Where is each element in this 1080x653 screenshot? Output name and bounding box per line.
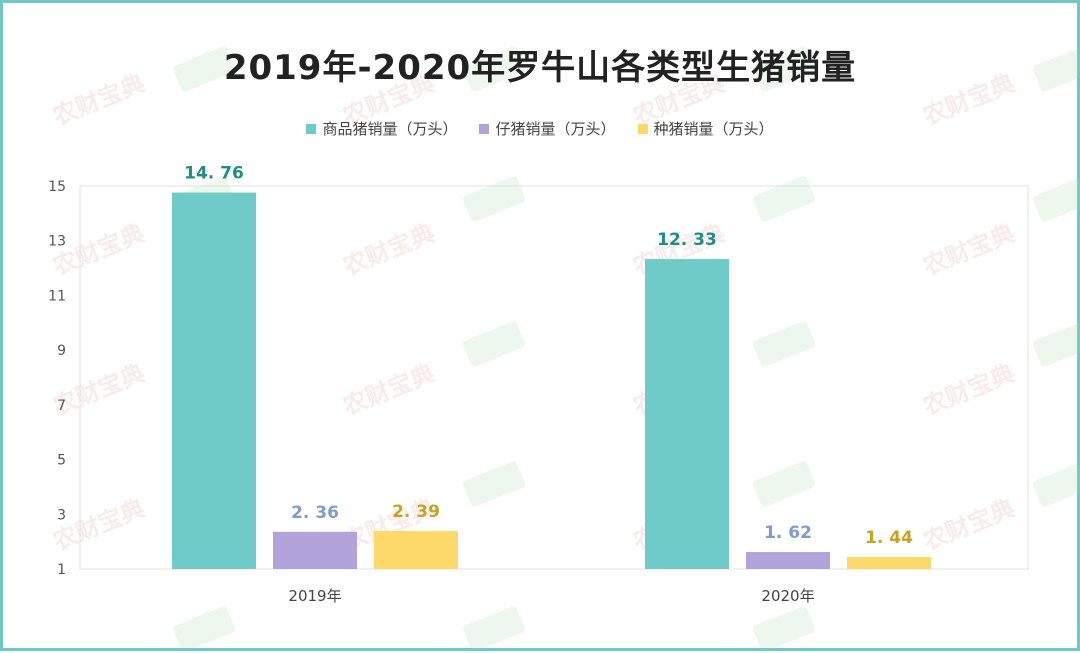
x-tick-label: 2020年: [761, 587, 814, 605]
chart-legend: 商品猪销量（万头） 仔猪销量（万头） 种猪销量（万头）: [0, 118, 1080, 139]
bar-breeding: [374, 530, 458, 569]
y-tick-label: 1: [57, 562, 66, 578]
data-label-piglet: 1. 62: [764, 523, 812, 543]
data-label-piglet: 2. 36: [291, 503, 339, 523]
data-label-commercial: 14. 76: [184, 164, 244, 184]
legend-swatch-piglet: [479, 123, 490, 134]
data-label-breeding: 1. 44: [865, 528, 913, 548]
y-tick-label: 11: [48, 288, 66, 304]
x-tick-label: 2019年: [288, 587, 341, 605]
bar-commercial: [172, 192, 256, 569]
bar-commercial: [645, 259, 729, 569]
bar-breeding: [847, 556, 931, 569]
y-tick-label: 13: [48, 234, 66, 250]
y-tick-label: 5: [57, 453, 66, 469]
legend-swatch-breeding: [637, 123, 648, 134]
y-tick-label: 15: [48, 179, 66, 195]
data-label-breeding: 2. 39: [392, 502, 440, 522]
legend-label-piglet: 仔猪销量（万头）: [495, 120, 616, 138]
legend-item-commercial: 商品猪销量（万头）: [306, 118, 457, 139]
legend-item-breeding: 种猪销量（万头）: [637, 118, 774, 139]
legend-item-piglet: 仔猪销量（万头）: [479, 118, 616, 139]
y-tick-label: 9: [57, 343, 66, 359]
y-tick-label: 7: [57, 398, 66, 414]
legend-label-breeding: 种猪销量（万头）: [653, 120, 774, 138]
plot-area: [79, 185, 1029, 570]
bar-piglet: [273, 531, 357, 569]
legend-label-commercial: 商品猪销量（万头）: [322, 120, 458, 138]
legend-swatch-commercial: [306, 123, 317, 134]
chart-title: 2019年-2020年罗牛山各类型生猪销量: [223, 48, 857, 88]
data-label-commercial: 12. 33: [657, 230, 717, 250]
bar-piglet: [746, 552, 830, 569]
y-tick-label: 3: [57, 507, 66, 523]
